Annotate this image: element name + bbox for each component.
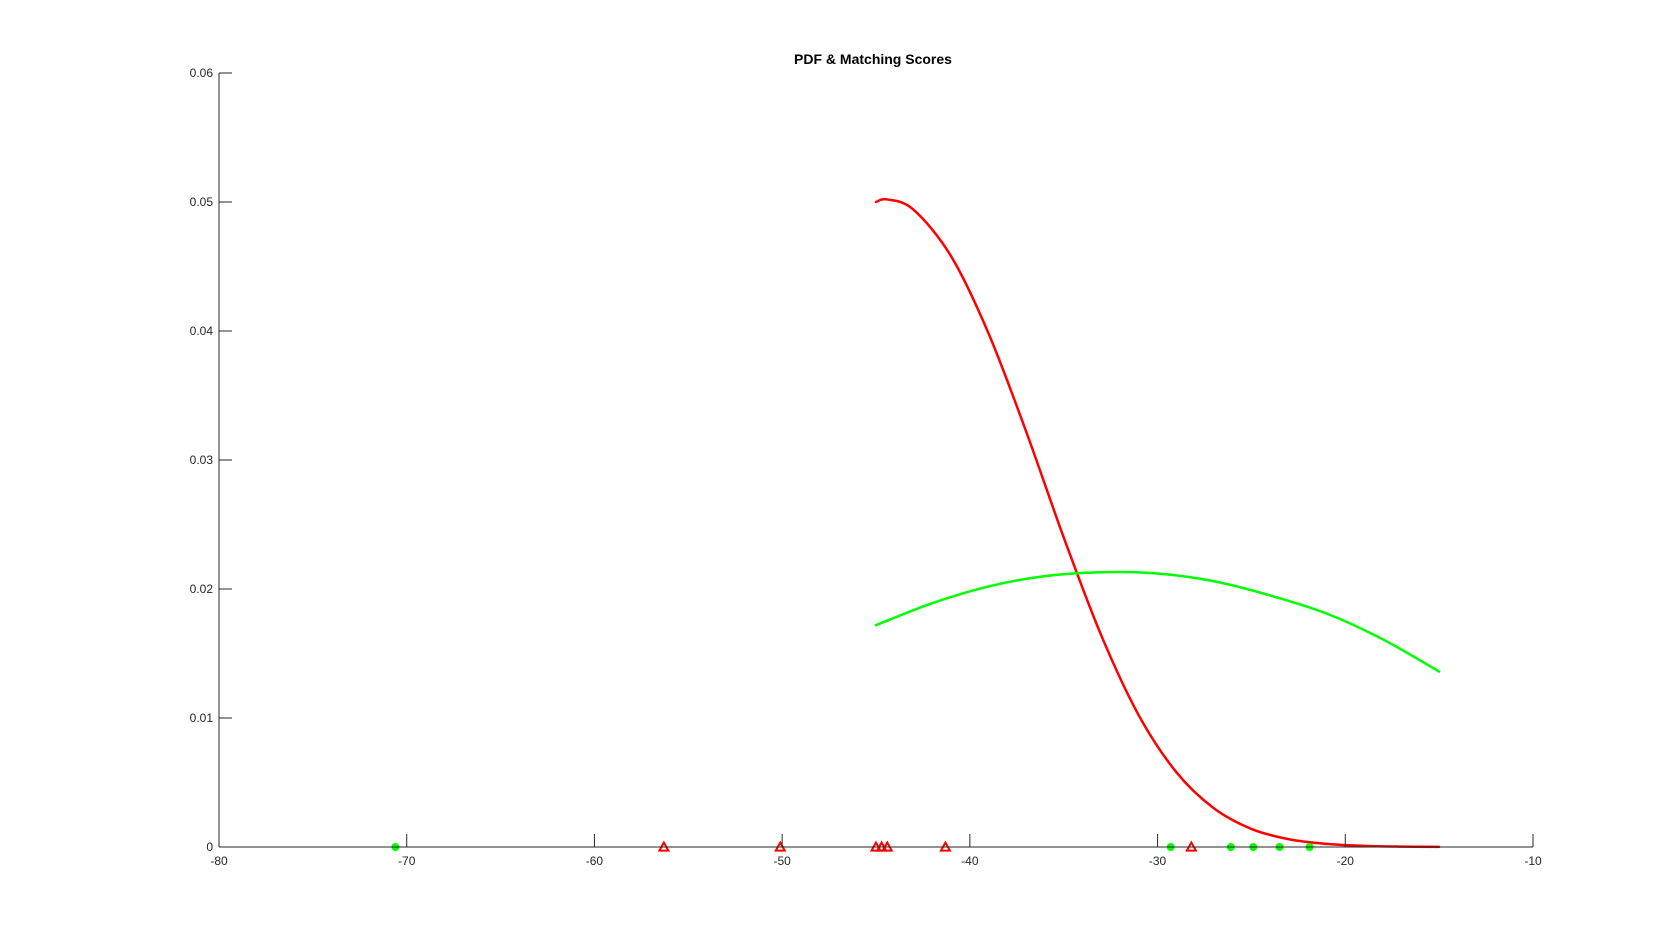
y-tick-label: 0.06	[190, 66, 214, 80]
x-tick-label: -30	[1149, 854, 1167, 868]
y-tick-label: 0.01	[190, 711, 214, 725]
x-tick-label: -20	[1337, 854, 1355, 868]
y-tick-label: 0.04	[190, 324, 214, 338]
y-axis: 0 0.01 0.02 0.03 0.04 0.05 0.06	[190, 66, 232, 854]
y-tick-label: 0	[206, 840, 213, 854]
chart-title: PDF & Matching Scores	[794, 51, 952, 67]
y-tick-label: 0.02	[190, 582, 214, 596]
x-tick-label: -60	[586, 854, 604, 868]
pdf-curve-red	[874, 197, 1441, 849]
x-tick-label: -10	[1524, 854, 1542, 868]
x-axis: -80 -70 -60 -50 -40 -30 -20 -10	[210, 834, 1542, 868]
y-tick-label: 0.05	[190, 195, 214, 209]
pdf-curve-green	[874, 570, 1441, 673]
x-tick-label: -80	[210, 854, 228, 868]
x-tick-label: -70	[398, 854, 416, 868]
x-tick-label: -40	[961, 854, 979, 868]
x-tick-label: -50	[773, 854, 791, 868]
plot-area	[391, 197, 1441, 852]
y-tick-label: 0.03	[190, 453, 214, 467]
